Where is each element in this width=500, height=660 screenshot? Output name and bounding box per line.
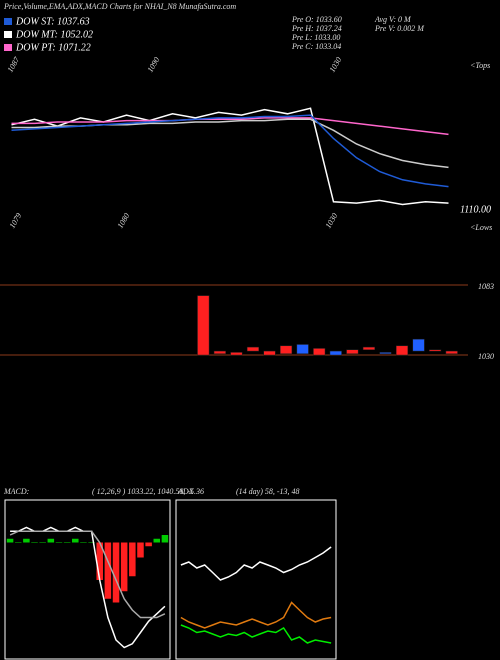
series-line — [11, 114, 449, 188]
histogram-bar — [39, 542, 46, 543]
title: Price,Volume,EMA,ADX,MACD Charts for NHA… — [3, 2, 236, 11]
candle — [395, 345, 409, 356]
histogram-bar — [47, 538, 55, 543]
adx-params: (14 day) 58, -13, 48 — [236, 487, 300, 496]
legend-label: DOW PT: 1071.22 — [15, 42, 91, 53]
histogram-bar — [145, 542, 152, 547]
candle — [379, 352, 392, 354]
histogram-bar — [63, 542, 71, 543]
info: Avg V: 0 M — [374, 15, 412, 24]
candle — [280, 345, 293, 354]
adx-title: ADX — [177, 487, 195, 496]
series-line — [9, 530, 166, 619]
candle — [445, 350, 458, 354]
info: Pre L: 1033.00 — [291, 33, 340, 42]
low-label: 1080 — [116, 212, 132, 230]
histogram-bar — [96, 542, 103, 580]
histogram-bar — [6, 538, 14, 543]
info: Pre C: 1033.04 — [291, 42, 341, 51]
candle — [263, 350, 276, 356]
candle — [296, 344, 309, 354]
histogram-bar — [104, 542, 112, 599]
top-label: 1087 — [6, 55, 22, 74]
histogram-bar — [23, 538, 30, 543]
candle — [346, 349, 359, 354]
histogram-bar — [129, 542, 136, 577]
series-line — [180, 601, 332, 629]
candle — [362, 346, 375, 351]
macd-frame — [4, 499, 171, 660]
series-line — [11, 117, 449, 136]
y-tick-label: 1030 — [478, 352, 494, 361]
histogram-bar — [112, 542, 120, 603]
legend-swatch — [4, 44, 12, 51]
series-line — [11, 107, 449, 206]
legend-label: DOW ST: 1037.63 — [15, 16, 90, 27]
histogram-bar — [88, 542, 95, 543]
candle — [213, 350, 226, 354]
histogram-bar — [80, 542, 87, 543]
lows-marker: <Lows — [470, 223, 492, 232]
tops-marker: <Tops — [470, 61, 490, 70]
histogram-bar — [14, 542, 22, 543]
low-label: 1030 — [324, 212, 340, 230]
macd-title: MACD: — [3, 487, 30, 496]
legend-swatch — [4, 31, 12, 38]
legend-label: DOW MT: 1052.02 — [15, 29, 93, 40]
macd-params: ( 12,26,9 ) 1033.22, 1040.58, -5.36 — [92, 487, 204, 496]
candle — [197, 295, 210, 356]
candle — [246, 346, 260, 352]
low-label: 1079 — [8, 212, 24, 230]
series-line — [180, 624, 332, 644]
y-tick-label: 1083 — [478, 282, 494, 291]
histogram-bar — [31, 542, 38, 543]
info: Pre O: 1033.60 — [291, 15, 342, 24]
candle — [429, 349, 442, 352]
adx-frame — [175, 499, 337, 660]
histogram-bar — [55, 542, 63, 543]
top-label: 1030 — [328, 56, 344, 74]
series-line — [180, 546, 332, 581]
last-price: 1110.00 — [460, 204, 491, 215]
candle — [329, 350, 342, 356]
histogram-bar — [137, 542, 144, 558]
info: Pre H: 1037.24 — [291, 24, 342, 33]
candle — [230, 352, 243, 356]
legend-swatch — [4, 18, 12, 25]
histogram-bar — [161, 535, 169, 543]
candle — [313, 348, 326, 356]
histogram-bar — [153, 538, 161, 543]
top-label: 1090 — [146, 56, 162, 74]
histogram-bar — [72, 538, 79, 543]
histogram-bar — [120, 542, 128, 592]
info: Pre V: 0.002 M — [374, 24, 425, 33]
candle — [412, 338, 425, 352]
